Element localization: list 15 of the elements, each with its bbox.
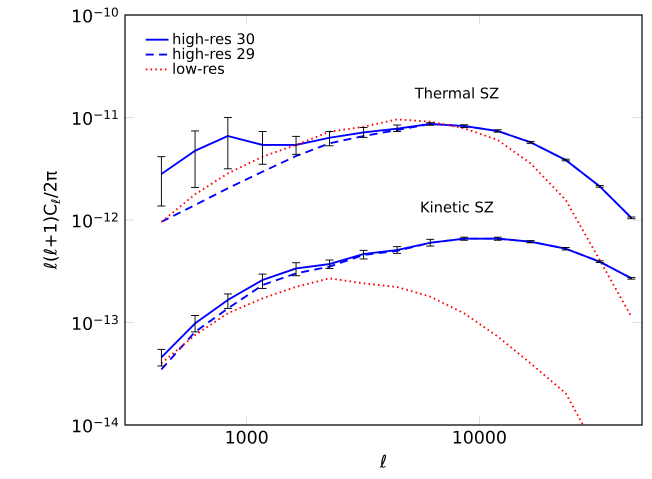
legend-label: high-res 29 xyxy=(173,48,254,62)
legend-label: high-res 30 xyxy=(173,32,254,48)
x-tick-label: 1000 xyxy=(226,430,268,444)
y-axis-title: ℓ(ℓ+1)C$_{ℓ}$/2π xyxy=(43,171,60,270)
y-tick-label: 10$^{−13}$ xyxy=(72,315,118,330)
line-series xyxy=(160,118,632,318)
y-tick-label: 10$^{−14}$ xyxy=(72,418,118,432)
y-tick-label: 10$^{−10}$ xyxy=(72,8,118,23)
y-tick-label: 10$^{−12}$ xyxy=(72,212,118,228)
x-tick-label: 10000 xyxy=(454,430,506,444)
y-tick-label: 10$^{−11}$ xyxy=(72,110,118,125)
annotation: Thermal SZ xyxy=(414,87,498,99)
annotation: Kinetic SZ xyxy=(421,201,494,213)
legend-label: low-res xyxy=(173,62,224,74)
x-axis-title: ℓ xyxy=(380,454,386,468)
